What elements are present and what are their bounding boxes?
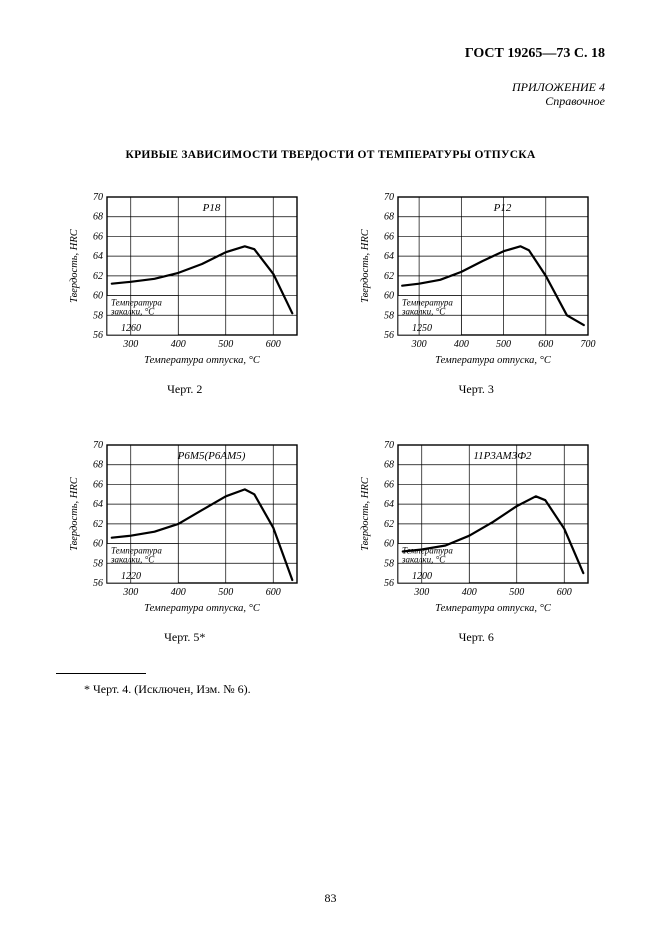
- svg-text:60: 60: [93, 538, 103, 549]
- svg-text:600: 600: [266, 587, 281, 598]
- svg-text:56: 56: [384, 330, 394, 341]
- charts-grid: 56 58 60 62 64 66 68 70 300 400 500 600 Твердость, H…: [56, 189, 605, 645]
- svg-text:600: 600: [557, 587, 572, 598]
- svg-text:600: 600: [266, 339, 281, 350]
- svg-text:60: 60: [93, 290, 103, 301]
- svg-text:500: 500: [218, 339, 233, 350]
- svg-text:700: 700: [581, 339, 596, 350]
- svg-text:600: 600: [539, 339, 554, 350]
- svg-text:56: 56: [93, 330, 103, 341]
- svg-text:1220: 1220: [121, 571, 141, 582]
- svg-text:Р12: Р12: [493, 202, 512, 214]
- svg-text:Температура отпуска, °С: Температура отпуска, °С: [144, 355, 261, 366]
- svg-text:70: 70: [93, 192, 103, 203]
- svg-text:300: 300: [414, 587, 430, 598]
- svg-text:300: 300: [411, 339, 427, 350]
- svg-text:58: 58: [384, 558, 394, 569]
- svg-text:1260: 1260: [121, 323, 141, 334]
- svg-text:400: 400: [454, 339, 469, 350]
- svg-text:закалки, °С: закалки, °С: [401, 554, 446, 564]
- svg-text:56: 56: [93, 578, 103, 589]
- svg-text:11Р3АМ3Ф2: 11Р3АМ3Ф2: [474, 450, 533, 462]
- svg-text:500: 500: [496, 339, 511, 350]
- svg-text:Твердость, HRC: Твердость, HRC: [69, 476, 80, 551]
- svg-text:64: 64: [93, 251, 103, 262]
- svg-text:66: 66: [384, 479, 394, 490]
- svg-text:66: 66: [93, 479, 103, 490]
- chart-plot: 56 58 60 62 64 66 68 70 300 400 500 600 Твердость, H…: [356, 437, 596, 622]
- svg-text:64: 64: [384, 499, 394, 510]
- svg-text:64: 64: [384, 251, 394, 262]
- page-number: 83: [325, 891, 337, 906]
- svg-text:62: 62: [384, 271, 394, 282]
- svg-text:1250: 1250: [412, 323, 432, 334]
- page-title: КРИВЫЕ ЗАВИСИМОСТИ ТВЕРДОСТИ ОТ ТЕМПЕРАТ…: [56, 149, 605, 161]
- chart-plot: 56 58 60 62 64 66 68 70 300 400 500 600 Твердость, H…: [65, 437, 305, 622]
- svg-text:62: 62: [93, 271, 103, 282]
- chart-caption: Черт. 5*: [164, 630, 205, 645]
- svg-text:Твердость, HRC: Твердость, HRC: [69, 228, 80, 303]
- chart-caption: Черт. 3: [459, 382, 494, 397]
- svg-text:62: 62: [93, 519, 103, 530]
- svg-text:Р6М5(Р6АМ5): Р6М5(Р6АМ5): [176, 450, 245, 462]
- svg-text:400: 400: [171, 587, 186, 598]
- svg-text:400: 400: [462, 587, 477, 598]
- chart-plot: 56 58 60 62 64 66 68 70 300 400 500 600 700 Твердость…: [356, 189, 596, 374]
- appendix-block: ПРИЛОЖЕНИЕ 4 Справочное: [56, 80, 605, 109]
- chart-c2: 56 58 60 62 64 66 68 70 300 400 500 600 700 Твердость…: [348, 189, 606, 397]
- svg-text:58: 58: [384, 310, 394, 321]
- svg-text:Твердость, HRC: Твердость, HRC: [360, 228, 371, 303]
- svg-text:300: 300: [122, 587, 138, 598]
- svg-text:58: 58: [93, 558, 103, 569]
- svg-text:62: 62: [384, 519, 394, 530]
- svg-text:64: 64: [93, 499, 103, 510]
- svg-text:70: 70: [384, 192, 394, 203]
- chart-plot: 56 58 60 62 64 66 68 70 300 400 500 600 Твердость, H…: [65, 189, 305, 374]
- chart-caption: Черт. 6: [459, 630, 494, 645]
- svg-text:60: 60: [384, 538, 394, 549]
- svg-text:66: 66: [384, 231, 394, 242]
- svg-text:60: 60: [384, 290, 394, 301]
- chart-c3: 56 58 60 62 64 66 68 70 300 400 500 600 Твердость, H…: [56, 437, 314, 645]
- svg-text:Температура отпуска, °С: Температура отпуска, °С: [144, 603, 261, 614]
- svg-text:Температура отпуска, °С: Температура отпуска, °С: [435, 355, 552, 366]
- svg-text:Р18: Р18: [201, 202, 220, 214]
- svg-text:300: 300: [122, 339, 138, 350]
- appendix-line-1: ПРИЛОЖЕНИЕ 4: [56, 80, 605, 94]
- chart-c4: 56 58 60 62 64 66 68 70 300 400 500 600 Твердость, H…: [348, 437, 606, 645]
- svg-text:70: 70: [384, 440, 394, 451]
- svg-text:68: 68: [93, 211, 103, 222]
- svg-text:400: 400: [171, 339, 186, 350]
- svg-text:56: 56: [384, 578, 394, 589]
- chart-caption: Черт. 2: [167, 382, 202, 397]
- svg-text:Твердость, HRC: Твердость, HRC: [360, 476, 371, 551]
- footnote-rule: [56, 673, 146, 674]
- svg-text:66: 66: [93, 231, 103, 242]
- svg-text:закалки, °С: закалки, °С: [110, 306, 155, 316]
- svg-text:68: 68: [93, 459, 103, 470]
- svg-text:500: 500: [218, 587, 233, 598]
- svg-text:закалки, °С: закалки, °С: [110, 554, 155, 564]
- svg-text:68: 68: [384, 211, 394, 222]
- footnote: * Черт. 4. (Исключен, Изм. № 6).: [84, 682, 605, 697]
- svg-text:Температура отпуска, °С: Температура отпуска, °С: [435, 603, 552, 614]
- svg-text:500: 500: [510, 587, 525, 598]
- appendix-line-2: Справочное: [56, 94, 605, 108]
- svg-text:68: 68: [384, 459, 394, 470]
- svg-text:закалки, °С: закалки, °С: [401, 306, 446, 316]
- svg-text:1200: 1200: [412, 571, 432, 582]
- svg-text:58: 58: [93, 310, 103, 321]
- chart-c1: 56 58 60 62 64 66 68 70 300 400 500 600 Твердость, H…: [56, 189, 314, 397]
- svg-text:70: 70: [93, 440, 103, 451]
- standard-header: ГОСТ 19265—73 С. 18: [56, 46, 605, 62]
